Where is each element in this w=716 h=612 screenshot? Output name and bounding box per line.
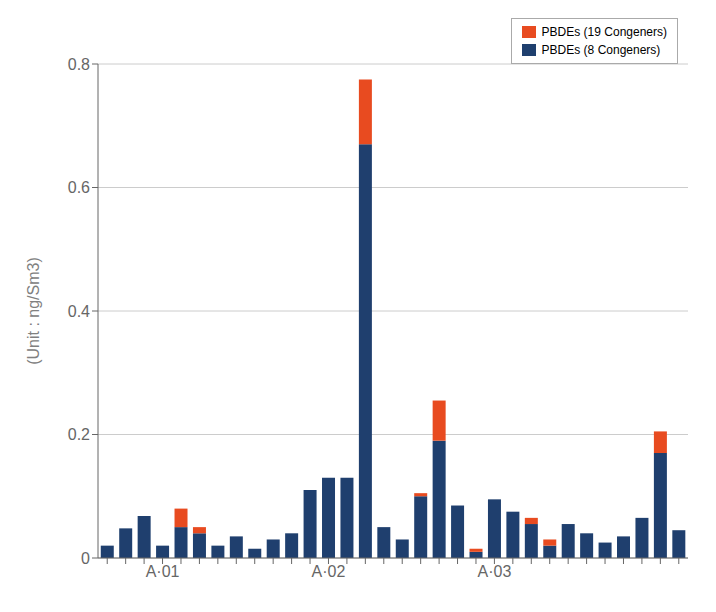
svg-text:A·02: A·02 [312, 563, 346, 580]
html-text:PBDEs (8 Congeners): PBDEs (8 Congeners) [541, 43, 661, 57]
svg-text:A·01: A·01 [146, 563, 180, 580]
svg-text:0: 0 [81, 550, 90, 567]
html-text:PBDEs (19 Congeners): PBDEs (19 Congeners) [541, 25, 667, 39]
svg-text:(Unit : ng/Sm3): (Unit : ng/Sm3) [25, 257, 42, 365]
svg-text:0.2: 0.2 [68, 426, 90, 443]
svg-text:0.6: 0.6 [68, 179, 90, 196]
svg-text:A·03: A·03 [478, 563, 512, 580]
svg-text:0.8: 0.8 [68, 56, 90, 73]
svg-text:0.4: 0.4 [68, 303, 90, 320]
